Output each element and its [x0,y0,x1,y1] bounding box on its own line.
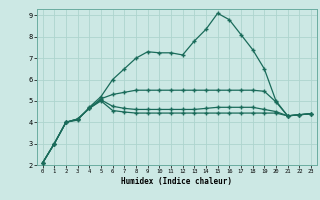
X-axis label: Humidex (Indice chaleur): Humidex (Indice chaleur) [121,177,232,186]
